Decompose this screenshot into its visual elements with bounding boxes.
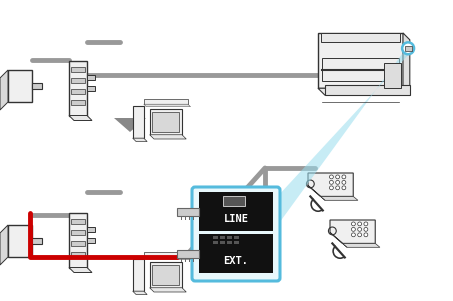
Circle shape bbox=[364, 222, 368, 226]
Bar bbox=[69, 213, 87, 268]
Circle shape bbox=[364, 228, 368, 231]
Polygon shape bbox=[308, 173, 353, 196]
Circle shape bbox=[352, 222, 355, 226]
Bar bbox=[152, 265, 179, 285]
Polygon shape bbox=[133, 291, 147, 295]
Polygon shape bbox=[0, 225, 8, 265]
Text: LINE: LINE bbox=[223, 215, 249, 225]
Bar bbox=[149, 262, 182, 288]
Bar bbox=[32, 238, 42, 244]
Bar bbox=[152, 112, 179, 132]
Polygon shape bbox=[277, 43, 410, 226]
Bar bbox=[71, 219, 85, 224]
Polygon shape bbox=[330, 220, 375, 244]
Bar bbox=[177, 207, 199, 216]
Text: EXT.: EXT. bbox=[223, 256, 249, 266]
Bar bbox=[227, 241, 232, 244]
Bar bbox=[69, 61, 87, 116]
Polygon shape bbox=[149, 288, 186, 292]
Bar bbox=[144, 99, 188, 104]
Polygon shape bbox=[403, 33, 410, 95]
Bar bbox=[223, 196, 245, 206]
Circle shape bbox=[329, 180, 333, 184]
Polygon shape bbox=[318, 88, 410, 95]
Polygon shape bbox=[330, 232, 347, 247]
Polygon shape bbox=[69, 268, 92, 272]
Polygon shape bbox=[149, 135, 186, 139]
Polygon shape bbox=[320, 196, 358, 200]
Bar bbox=[149, 109, 182, 135]
Bar bbox=[71, 240, 85, 246]
Circle shape bbox=[352, 228, 355, 231]
Circle shape bbox=[358, 222, 361, 226]
Bar bbox=[144, 252, 188, 257]
Circle shape bbox=[329, 186, 333, 190]
Polygon shape bbox=[133, 138, 147, 141]
Bar bbox=[318, 33, 403, 88]
Bar bbox=[227, 236, 232, 239]
Bar bbox=[220, 236, 225, 239]
Bar bbox=[213, 236, 218, 239]
Circle shape bbox=[336, 175, 340, 179]
Circle shape bbox=[364, 233, 368, 237]
Bar bbox=[321, 33, 400, 42]
Bar bbox=[325, 85, 410, 95]
Circle shape bbox=[342, 175, 346, 179]
Bar bbox=[133, 106, 144, 138]
Circle shape bbox=[358, 233, 361, 237]
Polygon shape bbox=[308, 185, 325, 200]
Bar bbox=[87, 227, 95, 232]
Bar bbox=[234, 241, 239, 244]
Bar bbox=[71, 229, 85, 234]
Polygon shape bbox=[144, 257, 191, 260]
Bar bbox=[8, 225, 32, 257]
Bar bbox=[71, 88, 85, 94]
Circle shape bbox=[336, 186, 340, 190]
Circle shape bbox=[358, 228, 361, 231]
Bar bbox=[71, 100, 85, 104]
Circle shape bbox=[336, 180, 340, 184]
Bar bbox=[234, 236, 239, 239]
Bar bbox=[87, 238, 95, 243]
Polygon shape bbox=[342, 244, 380, 247]
Bar bbox=[71, 67, 85, 72]
Bar bbox=[71, 77, 85, 82]
FancyBboxPatch shape bbox=[192, 187, 280, 281]
Bar bbox=[199, 192, 273, 231]
Polygon shape bbox=[114, 118, 146, 132]
Bar bbox=[87, 86, 95, 91]
Circle shape bbox=[402, 42, 414, 54]
Bar bbox=[322, 58, 399, 82]
Bar bbox=[384, 63, 401, 88]
Bar bbox=[199, 234, 273, 273]
Bar bbox=[220, 241, 225, 244]
Bar bbox=[8, 70, 32, 102]
Circle shape bbox=[342, 180, 346, 184]
Circle shape bbox=[342, 186, 346, 190]
Bar bbox=[405, 46, 411, 51]
Bar bbox=[177, 250, 199, 257]
Bar bbox=[32, 83, 42, 89]
Polygon shape bbox=[144, 104, 191, 107]
Bar bbox=[71, 252, 85, 256]
Circle shape bbox=[329, 175, 333, 179]
Circle shape bbox=[352, 233, 355, 237]
Bar bbox=[133, 259, 144, 291]
Bar bbox=[87, 75, 95, 80]
Polygon shape bbox=[0, 70, 8, 110]
Bar bbox=[213, 241, 218, 244]
Polygon shape bbox=[69, 116, 92, 120]
